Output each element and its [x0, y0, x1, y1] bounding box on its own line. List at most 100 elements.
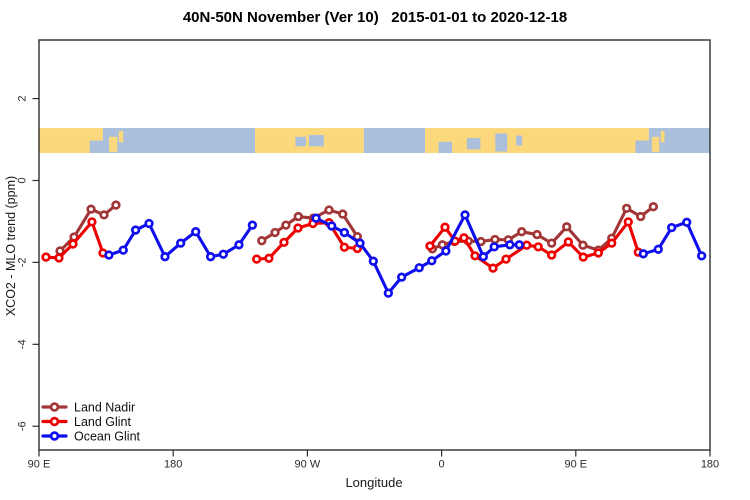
map-strip-ocean-patch [438, 141, 453, 154]
data-point-ocean-glint [205, 252, 216, 262]
data-point-land-glint [623, 217, 633, 227]
data-point-ocean-glint [441, 246, 451, 256]
data-point-ocean-glint [234, 240, 244, 250]
map-strip-land-patch [118, 131, 124, 143]
data-point-land-glint [252, 254, 262, 264]
data-point-land-nadir [490, 234, 500, 245]
legend-label-land-glint: Land Glint [74, 415, 132, 429]
x-tick-label: 180 [701, 459, 719, 471]
map-strip-ocean-patch [295, 136, 306, 147]
x-tick-label: 90 E [564, 459, 587, 471]
data-point-ocean-glint [505, 240, 515, 250]
y-tick-label: -6 [17, 421, 29, 431]
data-point-land-glint [440, 222, 450, 232]
data-point-ocean-glint [160, 252, 170, 262]
data-point-ocean-glint [311, 213, 321, 223]
legend-marker-land-nadir [49, 402, 60, 412]
map-strip-land-segment [425, 128, 649, 154]
data-point-land-glint [593, 248, 603, 258]
map-strip-ocean-patch [635, 140, 649, 154]
legend-marker-ocean-glint [49, 431, 60, 441]
data-point-ocean-glint [478, 252, 489, 262]
data-point-land-nadir [324, 205, 334, 215]
data-point-land-nadir [338, 209, 348, 219]
data-point-land-nadir [257, 236, 267, 246]
data-point-land-glint [425, 241, 435, 251]
plot-border [38, 39, 711, 451]
y-tick-label: -2 [17, 258, 29, 268]
x-tick-label: 180 [164, 459, 182, 471]
y-tick-label: -4 [17, 339, 29, 349]
data-point-ocean-glint [118, 245, 128, 255]
data-point-land-nadir [578, 240, 588, 250]
data-point-ocean-glint [667, 222, 677, 233]
data-point-land-glint [563, 237, 573, 247]
data-point-ocean-glint [327, 221, 337, 231]
map-strip-land-patch [651, 136, 660, 152]
series-line-land-glint [428, 220, 640, 270]
data-point-land-nadir [546, 238, 557, 248]
data-point-ocean-glint [460, 210, 470, 220]
data-point-land-nadir [111, 200, 121, 210]
data-point-ocean-glint [191, 227, 201, 237]
legend-label-ocean-glint: Ocean Glint [74, 430, 141, 444]
series-line-ocean-glint [314, 213, 521, 295]
map-strip-ocean-patch [495, 133, 508, 152]
map-strip-ocean-patch [89, 140, 103, 154]
chart-title: 40N-50N November (Ver 10) 2015-01-01 to … [182, 9, 568, 26]
y-tick-label: 0 [17, 177, 29, 183]
data-point-land-nadir [270, 227, 280, 238]
data-point-ocean-glint [130, 225, 141, 235]
data-point-ocean-glint [638, 249, 648, 259]
y-tick-label: 2 [17, 96, 29, 102]
data-point-land-glint [488, 263, 498, 273]
data-point-land-nadir [99, 210, 109, 220]
x-axis-label: Longitude [345, 475, 403, 490]
legend-label-land-nadir: Land Nadir [74, 401, 135, 415]
data-point-ocean-glint [104, 250, 114, 260]
map-strip-ocean-patch [308, 135, 324, 147]
data-point-land-nadir [281, 220, 291, 230]
data-point-ocean-glint [682, 217, 692, 227]
data-point-land-nadir [532, 229, 542, 240]
data-point-ocean-glint [427, 256, 437, 266]
data-point-ocean-glint [653, 244, 663, 254]
data-point-land-glint [578, 252, 588, 262]
data-point-land-glint [264, 253, 274, 263]
map-strip-ocean-patch [466, 138, 481, 150]
data-point-ocean-glint [368, 256, 378, 266]
data-point-land-glint [54, 253, 64, 263]
legend-marker-land-glint [49, 416, 60, 427]
data-point-land-nadir [293, 211, 303, 222]
x-tick-label: 90 E [28, 459, 51, 471]
data-point-ocean-glint [396, 272, 407, 282]
data-point-ocean-glint [355, 238, 365, 248]
data-point-land-nadir [517, 227, 527, 237]
data-point-ocean-glint [339, 227, 350, 238]
x-tick-label: 0 [439, 459, 445, 471]
series-line-land-glint [255, 221, 359, 261]
map-strip-ocean-patch [516, 135, 523, 146]
data-point-land-glint [41, 252, 51, 262]
data-point-land-glint [68, 239, 78, 249]
data-point-ocean-glint [218, 249, 228, 259]
data-point-land-glint [546, 250, 557, 260]
data-point-ocean-glint [696, 251, 707, 261]
map-strip-ocean-segment [363, 128, 426, 154]
data-point-land-nadir [562, 222, 572, 232]
data-point-land-glint [522, 240, 532, 250]
data-point-land-nadir [636, 211, 646, 222]
map-strip-ocean-segment [102, 128, 256, 154]
data-point-land-nadir [621, 203, 632, 213]
map-strip-land-patch [109, 136, 118, 152]
data-point-land-nadir [86, 204, 96, 214]
map-strip-land-patch [660, 131, 665, 143]
data-point-ocean-glint [414, 263, 424, 273]
data-point-land-glint [607, 238, 617, 248]
data-point-ocean-glint [489, 242, 499, 252]
data-point-land-glint [459, 233, 469, 243]
data-point-land-glint [501, 254, 511, 264]
data-point-ocean-glint [176, 238, 186, 248]
data-point-land-glint [293, 223, 303, 233]
